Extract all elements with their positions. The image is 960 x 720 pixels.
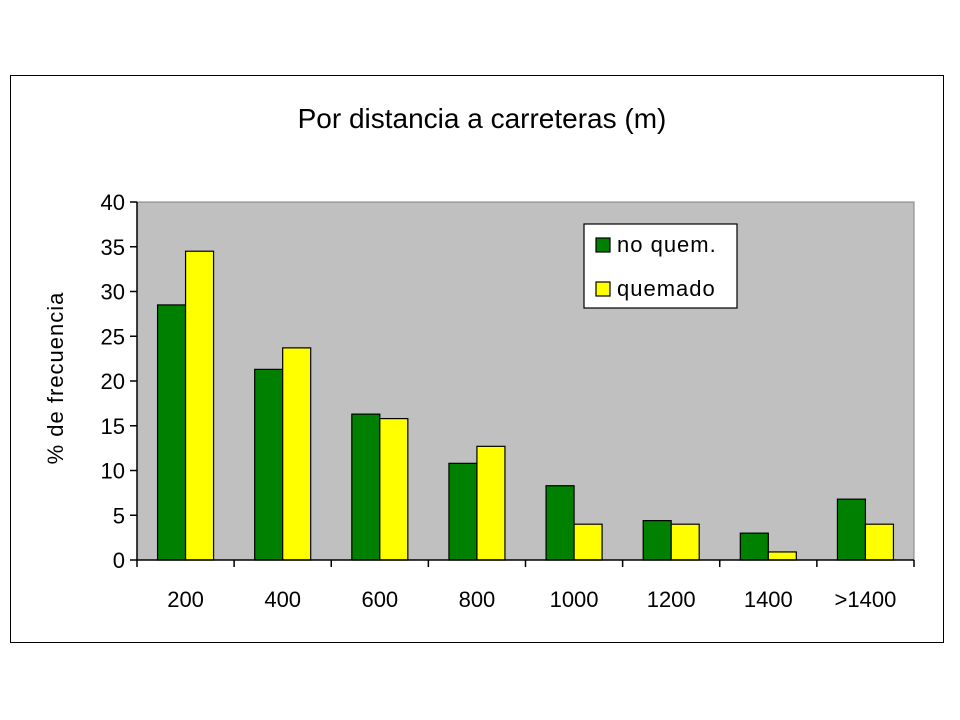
bar-quemado: [476, 445, 506, 561]
bar-quemado: [670, 523, 700, 561]
x-tick-label: 800: [459, 587, 496, 612]
x-tick-label: 1400: [744, 587, 793, 612]
y-tick-label: 40: [101, 190, 125, 215]
x-tick-label: 200: [167, 587, 204, 612]
bar-no-quem: [254, 368, 284, 561]
bar-quemado: [864, 523, 895, 561]
y-tick-label: 20: [101, 369, 125, 394]
legend-label: quemado: [617, 276, 716, 301]
bar-quemado: [379, 417, 409, 561]
x-tick-label: >1400: [835, 587, 897, 612]
y-tick-label: 35: [101, 235, 125, 260]
legend-label: no quem.: [617, 232, 717, 257]
bar-no-quem: [836, 498, 867, 561]
bar-no-quem: [448, 462, 478, 561]
legend-swatch: [595, 237, 611, 253]
legend: no quem. quemado: [583, 223, 738, 309]
bar-no-quem: [156, 304, 187, 561]
bar-quemado: [573, 523, 603, 561]
bar-no-quem: [351, 413, 381, 561]
axes-layer: 0 5 10 15 20 25 30 35 40 200 400 600 800 1000 1200 1400…: [101, 190, 915, 612]
bars-layer: [156, 250, 895, 561]
plot-area: [136, 201, 915, 561]
y-tick-label: 15: [101, 414, 125, 439]
bar-no-quem: [642, 520, 672, 561]
bar-quemado: [184, 250, 215, 561]
y-tick-label: 30: [101, 280, 125, 305]
legend-swatch: [595, 281, 611, 297]
y-tick-label: 25: [101, 324, 125, 349]
bar-quemado: [282, 347, 312, 561]
x-tick-label: 400: [264, 587, 301, 612]
y-tick-label: 0: [113, 548, 125, 573]
y-tick-label: 5: [113, 503, 125, 528]
x-tick-label: 1000: [550, 587, 599, 612]
bar-quemado: [767, 551, 797, 561]
x-tick-label: 1200: [647, 587, 696, 612]
bar-no-quem: [739, 532, 769, 561]
x-tick-label: 600: [361, 587, 398, 612]
y-axis-title: % de frecuencia: [43, 292, 68, 465]
chart-title: Por distancia a carreteras (m): [298, 103, 667, 134]
bar-no-quem: [545, 485, 575, 561]
y-tick-label: 10: [101, 459, 125, 484]
